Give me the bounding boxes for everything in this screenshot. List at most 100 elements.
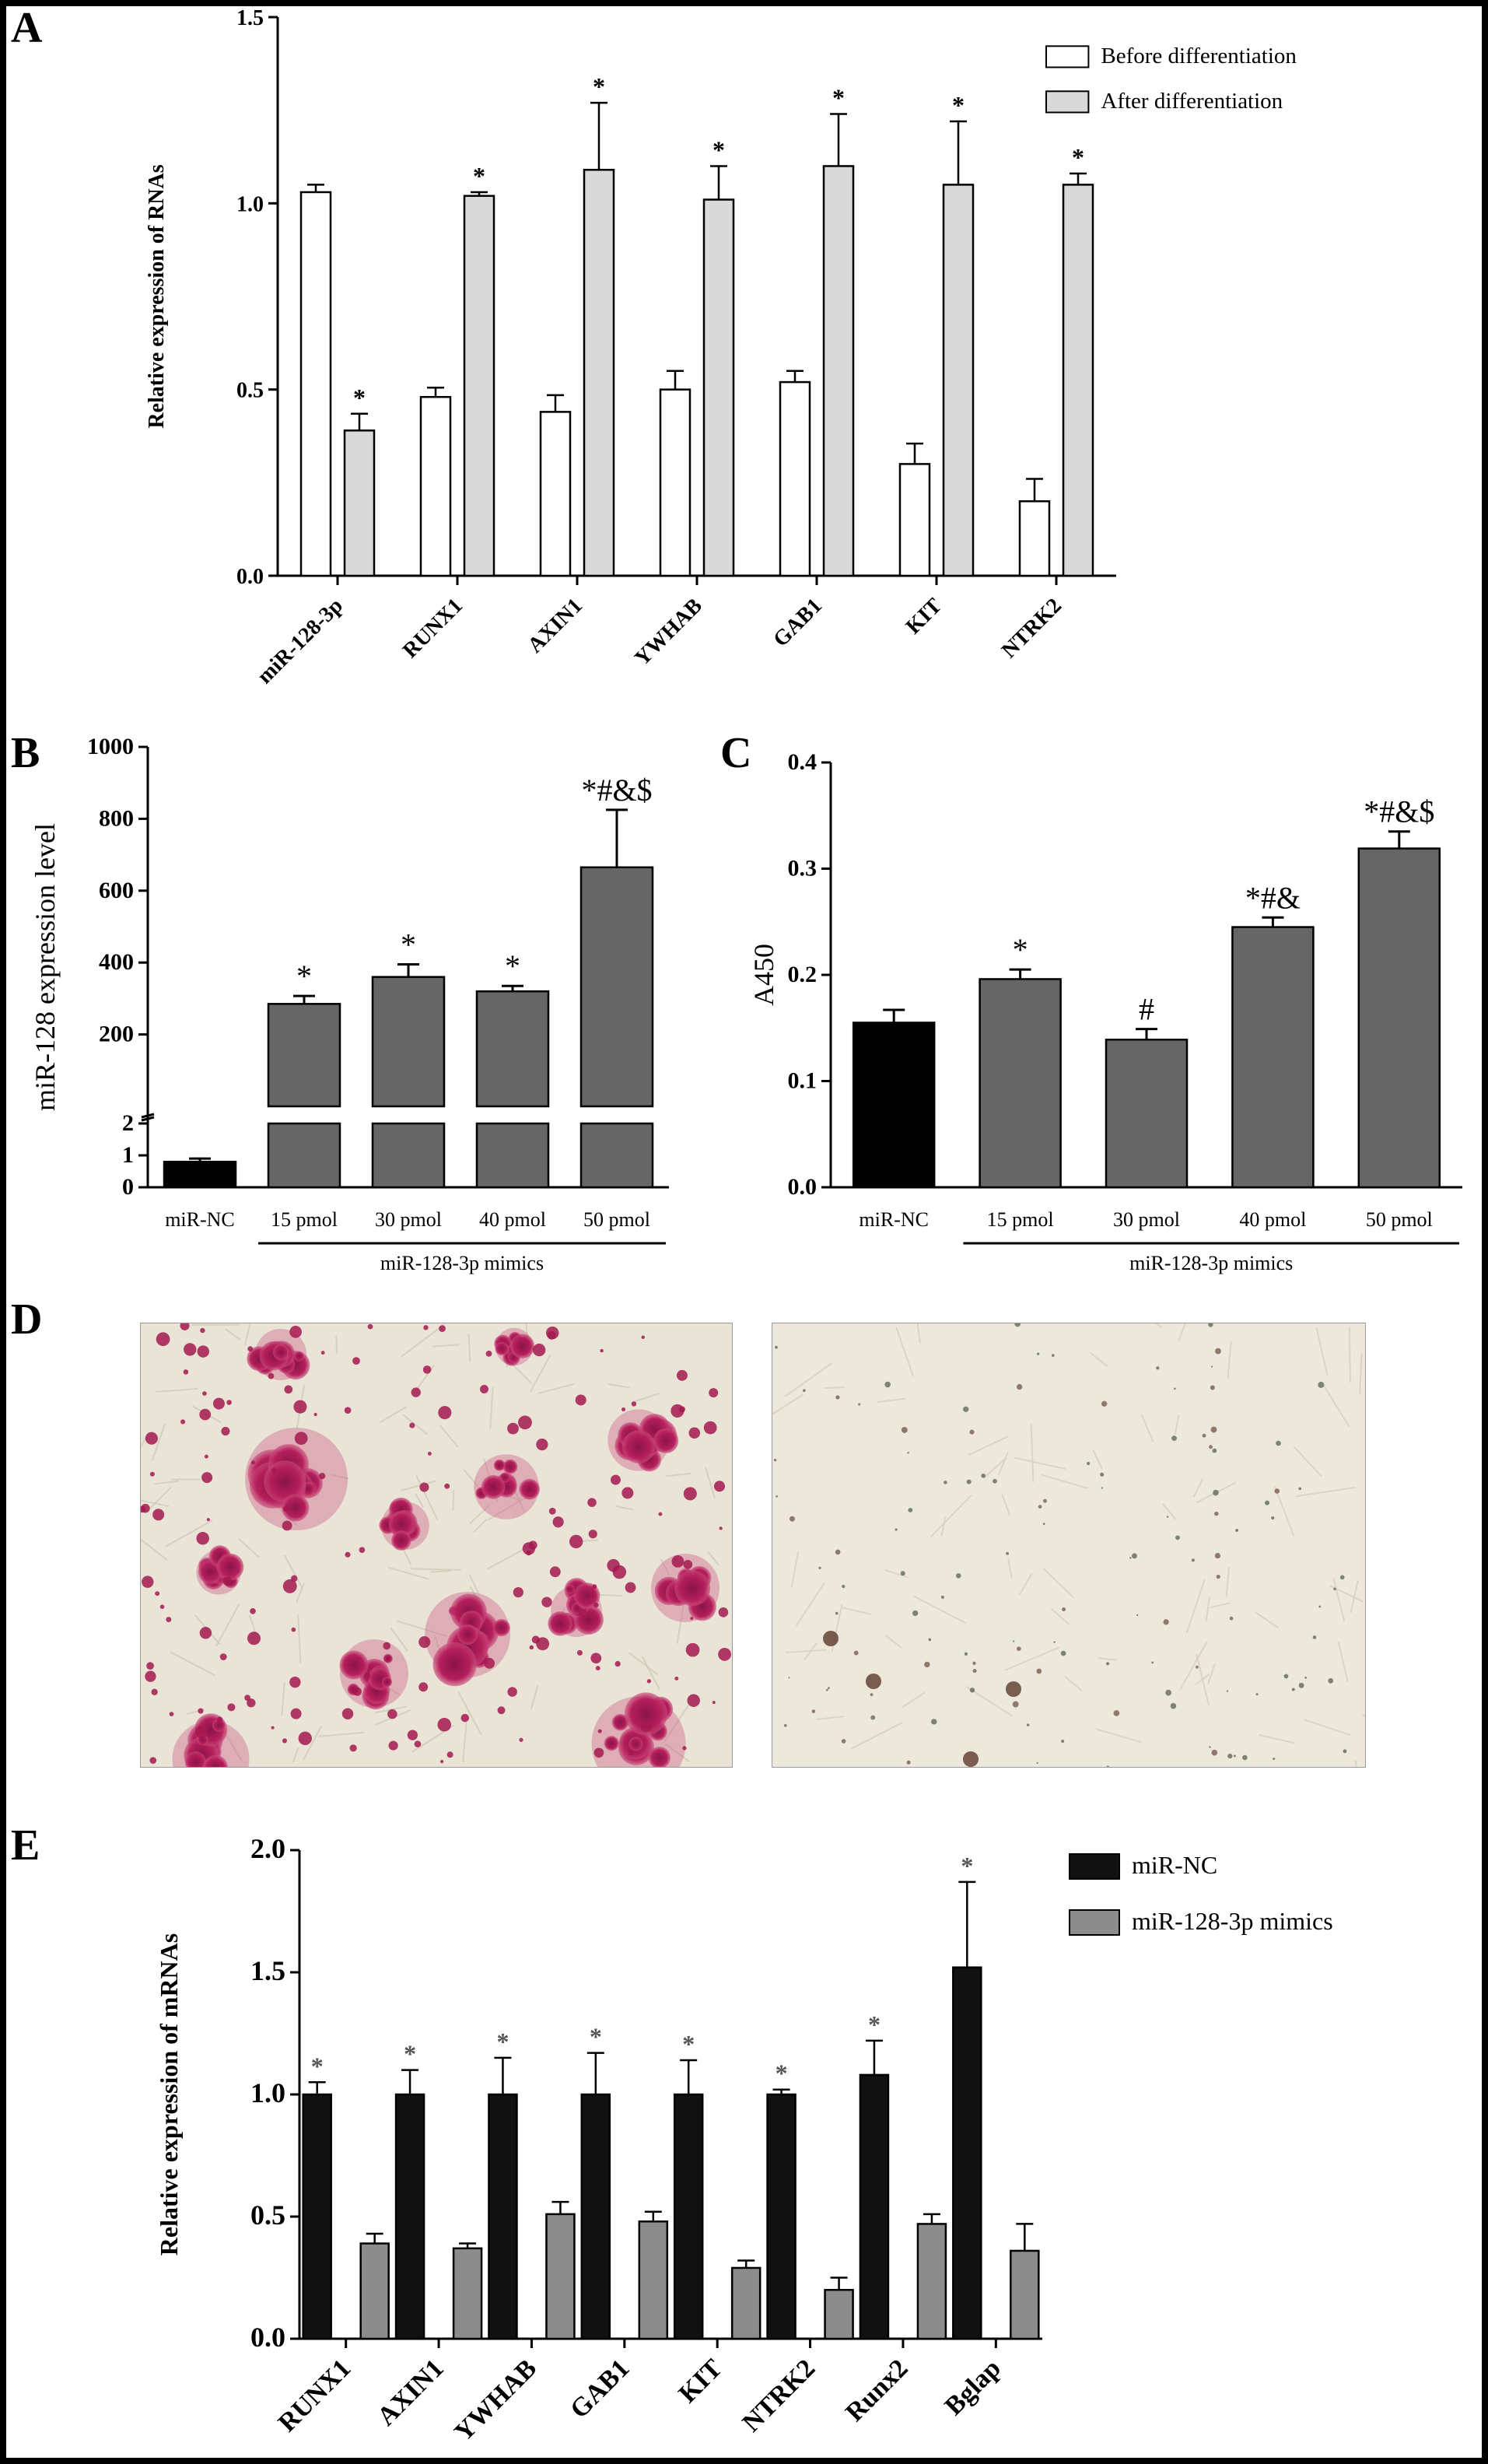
cell-streak — [388, 1566, 429, 1580]
mineral-dot — [282, 1579, 297, 1593]
mineral-dot — [206, 1518, 210, 1522]
mineral-dot — [196, 1531, 209, 1545]
x-tick-label: miR-NC — [165, 1208, 235, 1231]
mineral-dot — [679, 1406, 685, 1413]
y-tick-label: 1.5 — [250, 1955, 285, 1986]
y-tick-label: 1 — [122, 1142, 134, 1168]
mineral-nodule — [674, 1570, 711, 1607]
mineral-dot — [658, 1512, 663, 1516]
debris-dot — [1328, 1678, 1334, 1684]
group-label: miR-128-3p mimics — [1129, 1252, 1293, 1274]
mineral-dot — [352, 1687, 362, 1696]
bar — [942, 184, 975, 577]
debris-dot — [783, 1724, 787, 1727]
mineral-dot — [719, 1526, 723, 1530]
x-tick-label: miR-NC — [859, 1208, 929, 1231]
mineral-dot — [676, 1369, 688, 1381]
y-tick-label: 800 — [99, 805, 134, 831]
bar — [583, 169, 615, 577]
mineral-dot — [141, 1505, 145, 1513]
panel-letter-b: B — [11, 729, 40, 777]
mineral-nodule — [502, 1459, 518, 1474]
cell-streak — [537, 1383, 575, 1395]
cell-streak — [1095, 1728, 1142, 1744]
mineral-nodule — [509, 1334, 535, 1358]
mineral-dot — [427, 1451, 432, 1456]
mineral-dot — [201, 1472, 213, 1484]
mineral-nodule — [391, 1530, 411, 1551]
mineral-dot — [593, 1747, 604, 1758]
mineral-dot — [282, 1520, 292, 1531]
mineral-dot — [497, 1706, 506, 1715]
debris-dot — [1214, 1552, 1221, 1559]
bar — [463, 195, 495, 577]
x-tick-label: RUNX1 — [398, 594, 467, 663]
debris-dot — [972, 1661, 976, 1666]
mineral-dot — [532, 1343, 546, 1357]
micrograph-stained-nodules — [140, 1323, 733, 1768]
cell-streak — [432, 1344, 460, 1348]
debris-dot — [1106, 1765, 1109, 1767]
bar — [359, 2242, 390, 2340]
mineral-dot — [547, 1330, 556, 1340]
cell-streak — [997, 1452, 1009, 1476]
bar — [1105, 1039, 1189, 1189]
mineral-dot — [313, 1413, 317, 1417]
significance-label: * — [496, 2028, 509, 2056]
cell-streak — [895, 1327, 914, 1377]
mineral-nodule — [203, 1754, 229, 1767]
debris-dot — [1013, 1640, 1015, 1642]
debris-dot — [827, 1687, 830, 1690]
debris-dot — [1312, 1635, 1317, 1639]
significance-label: * — [296, 959, 312, 994]
axis-break-mark — [141, 1113, 155, 1119]
mineral-dot — [194, 1725, 208, 1739]
debris-dot — [884, 1381, 891, 1388]
cell-streak — [1322, 1384, 1350, 1427]
cell-streak — [641, 1656, 660, 1691]
debris-dot — [1006, 1551, 1010, 1555]
mineral-dot — [344, 1407, 352, 1414]
debris-dot — [1343, 1749, 1347, 1754]
debris-dot — [1210, 1365, 1213, 1368]
debris-dot — [803, 1389, 806, 1393]
cell-streak — [1007, 1558, 1013, 1579]
mineral-nodule — [604, 1736, 619, 1751]
mineral-dot — [180, 1323, 190, 1330]
legend-label: miR-128-3p mimics — [1132, 1907, 1333, 1935]
mineral-dot — [484, 1657, 495, 1669]
mineral-dot — [597, 1729, 602, 1733]
mineral-dot — [437, 1717, 451, 1732]
cell-streak — [841, 1607, 871, 1615]
mineral-nodule — [432, 1642, 477, 1687]
debris-dot — [773, 1458, 777, 1462]
mineral-dot — [709, 1388, 719, 1398]
bar — [488, 2093, 518, 2340]
debris-dot — [931, 1719, 937, 1725]
y-tick-label: 0.5 — [236, 379, 264, 403]
bar — [659, 388, 691, 577]
debris-dot — [1212, 1448, 1217, 1453]
bar — [822, 165, 855, 577]
mineral-dot — [250, 1607, 256, 1614]
mineral-dot — [359, 1547, 366, 1554]
panel-a-chart: 0.0 0.5 1.0 1.5 Relative expression of RNAs m… — [145, 6, 1297, 689]
mineral-dot — [621, 1487, 634, 1499]
panel-letter-c: C — [720, 729, 752, 777]
debris-dot — [964, 1652, 968, 1656]
cell-streak — [968, 1435, 1009, 1456]
y-tick-label: 0 — [122, 1174, 134, 1200]
cell-streak — [1259, 1733, 1295, 1744]
legend-label: After differentiation — [1101, 89, 1283, 114]
debris-dot — [1229, 1616, 1234, 1621]
mineral-nodule — [492, 1618, 510, 1637]
mineral-dot — [422, 1365, 432, 1374]
cell-streak — [166, 1519, 213, 1547]
debris-dot — [870, 1715, 876, 1720]
mineral-dot — [600, 1348, 604, 1353]
debris-dot — [912, 1610, 919, 1617]
debris-dot — [1255, 1693, 1259, 1696]
mineral-dot — [227, 1703, 236, 1712]
mineral-nodule — [573, 1582, 600, 1609]
cell-streak — [400, 1480, 436, 1491]
